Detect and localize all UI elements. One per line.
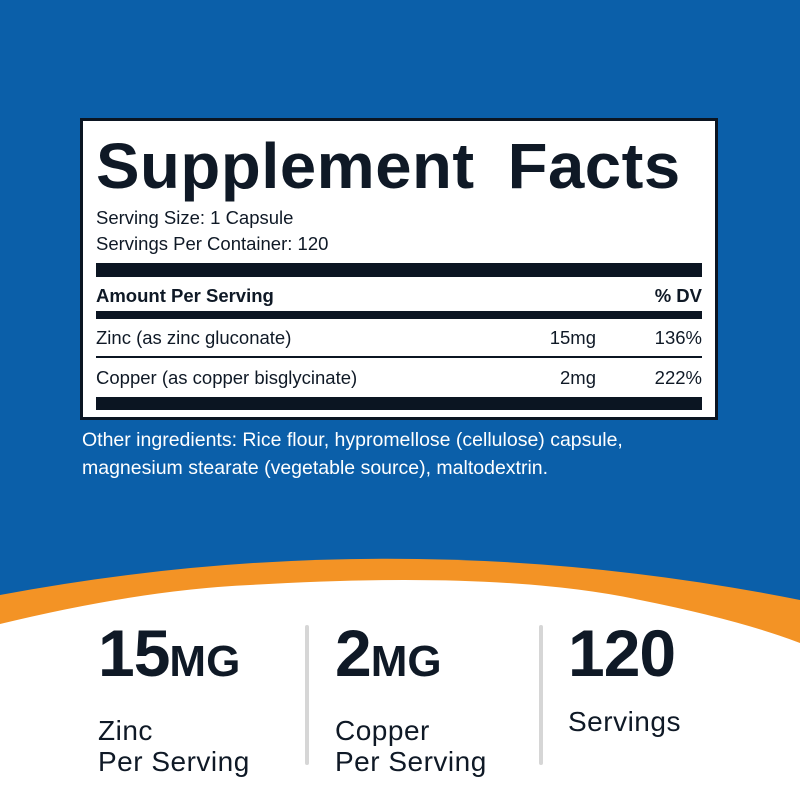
stat-copper: 2MG Copper Per Serving <box>335 620 487 777</box>
other-ingredients: Other ingredients: Rice flour, hypromell… <box>82 426 623 482</box>
stat-servings: 120 Servings <box>568 620 681 737</box>
nutrient-amount: 2mg <box>560 367 596 388</box>
stat-unit: MG <box>169 637 241 686</box>
stat-value: 120 <box>568 616 676 690</box>
label-title: Supplement Facts <box>96 130 681 202</box>
stat-label: Servings <box>568 706 681 737</box>
servings-per-container: Servings Per Container: 120 <box>96 233 329 254</box>
stat-label: Zinc <box>98 715 153 746</box>
stat-label: Per Serving <box>98 746 250 777</box>
stat-value: 2 <box>335 616 372 690</box>
stat-unit: MG <box>370 637 442 686</box>
stat-zinc: 15MG Zinc Per Serving <box>98 620 250 777</box>
serving-size: Serving Size: 1 Capsule <box>96 207 294 228</box>
stat-divider <box>305 625 309 765</box>
stat-label: Per Serving <box>335 746 487 777</box>
supplement-facts-label: Supplement Facts Serving Size: 1 Capsule… <box>80 118 718 420</box>
medium-divider <box>96 311 702 319</box>
stat-label: Copper <box>335 715 430 746</box>
header-row: Amount Per Serving % DV <box>96 285 702 309</box>
other-ingredients-line: magnesium stearate (vegetable source), m… <box>82 457 549 479</box>
other-ingredients-line: Other ingredients: Rice flour, hypromell… <box>82 429 623 451</box>
nutrient-dv: 222% <box>654 367 702 388</box>
white-bottom <box>0 580 800 800</box>
thick-divider <box>96 263 702 277</box>
stat-value: 15 <box>98 616 170 690</box>
nutrient-amount: 15mg <box>549 327 596 348</box>
dv-header: % DV <box>654 285 702 306</box>
thick-divider <box>96 397 702 410</box>
table-row: Zinc (as zinc gluconate) 15mg 136% <box>96 327 702 351</box>
nutrient-dv: 136% <box>654 327 702 348</box>
amount-per-serving-header: Amount Per Serving <box>96 285 274 306</box>
thin-divider <box>96 356 702 358</box>
stat-divider <box>539 625 543 765</box>
nutrient-name: Zinc (as zinc gluconate) <box>96 327 292 348</box>
nutrient-name: Copper (as copper bisglycinate) <box>96 367 358 388</box>
table-row: Copper (as copper bisglycinate) 2mg 222% <box>96 367 702 391</box>
